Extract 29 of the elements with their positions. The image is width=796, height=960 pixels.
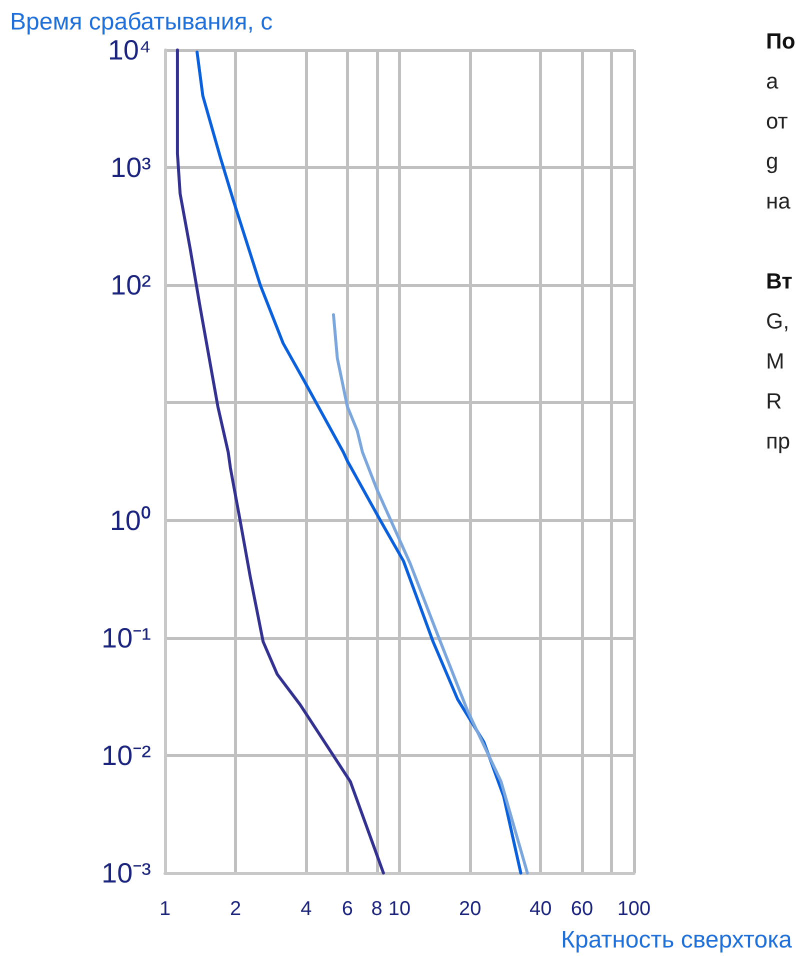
y-tick-label: 10² (110, 270, 151, 301)
x-tick-label: 8 (371, 898, 382, 920)
x-tick-label: 20 (458, 898, 482, 920)
x-tick-label: 60 (570, 898, 594, 920)
text: По (766, 28, 796, 54)
y-tick-label: 10⁻¹ (102, 622, 151, 654)
text: g (766, 148, 778, 174)
text: пр (766, 428, 790, 454)
x-tick-label: 4 (300, 898, 312, 920)
x-tick-label: 100 (617, 898, 651, 920)
x-tick-label: 6 (342, 898, 354, 920)
text: на (766, 188, 792, 214)
x-tick-label: 1 (159, 898, 171, 920)
y-tick-label: 10⁻² (102, 740, 151, 771)
y-tick-label: 10⁴ (108, 34, 151, 66)
y-tick-label: 10⁻³ (102, 858, 151, 888)
text: G, (766, 308, 790, 334)
text: от (766, 108, 788, 134)
text: a (766, 68, 779, 94)
y-tick-label: 10³ (110, 152, 151, 184)
x-tick-label: 10 (388, 898, 411, 920)
y-tick-label: 10⁰ (110, 504, 151, 536)
x-tick-label: 2 (230, 898, 242, 920)
x-tick-label: 40 (530, 898, 552, 920)
text: M (766, 348, 784, 374)
text: R (766, 388, 782, 414)
text: Вт (766, 268, 793, 294)
x-axis-title: Кратность сверхтока (561, 926, 793, 954)
y-axis-title: Время срабатывания, с (10, 8, 273, 36)
